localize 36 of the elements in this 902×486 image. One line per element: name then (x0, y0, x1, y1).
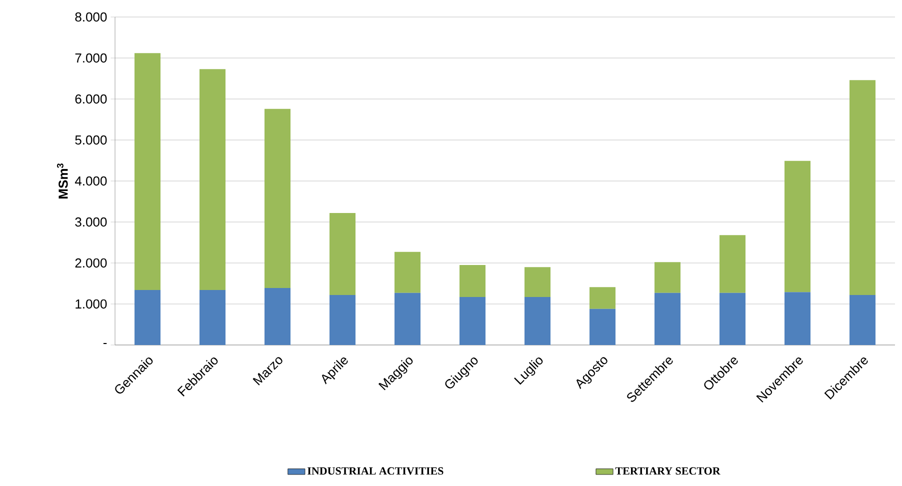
bar (524, 267, 551, 298)
bar (784, 292, 810, 345)
bar (394, 292, 421, 345)
bar (264, 288, 291, 345)
bar (460, 297, 486, 345)
bar (200, 290, 226, 345)
y-tick-label: - (103, 343, 107, 344)
bar (720, 292, 746, 345)
bar (460, 265, 486, 298)
bar (654, 292, 680, 345)
bar (134, 290, 161, 345)
y-tick-label: 5.000 (75, 135, 107, 145)
bar (720, 235, 746, 293)
y-tick-label: 2.000 (75, 258, 107, 268)
bar (524, 297, 551, 345)
bar (330, 294, 356, 345)
legend-label: INDUSTRIAL ACTIVITIES (308, 467, 444, 475)
y-axis-title: MSm$^{3}$ (56, 164, 68, 198)
bar (590, 287, 616, 309)
y-tick-label: 4.000 (74, 176, 107, 186)
y-tick-label: 6.000 (75, 94, 107, 104)
bar (264, 108, 291, 288)
bar (850, 294, 876, 345)
bar (784, 160, 810, 292)
bar (394, 252, 421, 293)
bar (654, 262, 680, 293)
bar (330, 212, 356, 295)
y-tick-label: 3.000 (75, 217, 107, 227)
bar (134, 53, 161, 290)
bar (200, 69, 226, 290)
bar (850, 80, 876, 295)
y-tick-label: 7.000 (75, 53, 107, 63)
bar (590, 308, 616, 345)
y-tick-label: 1.000 (76, 299, 107, 309)
legend-label: TERTIARY SECTOR (615, 467, 720, 475)
y-tick-label: 8.000 (75, 12, 107, 22)
